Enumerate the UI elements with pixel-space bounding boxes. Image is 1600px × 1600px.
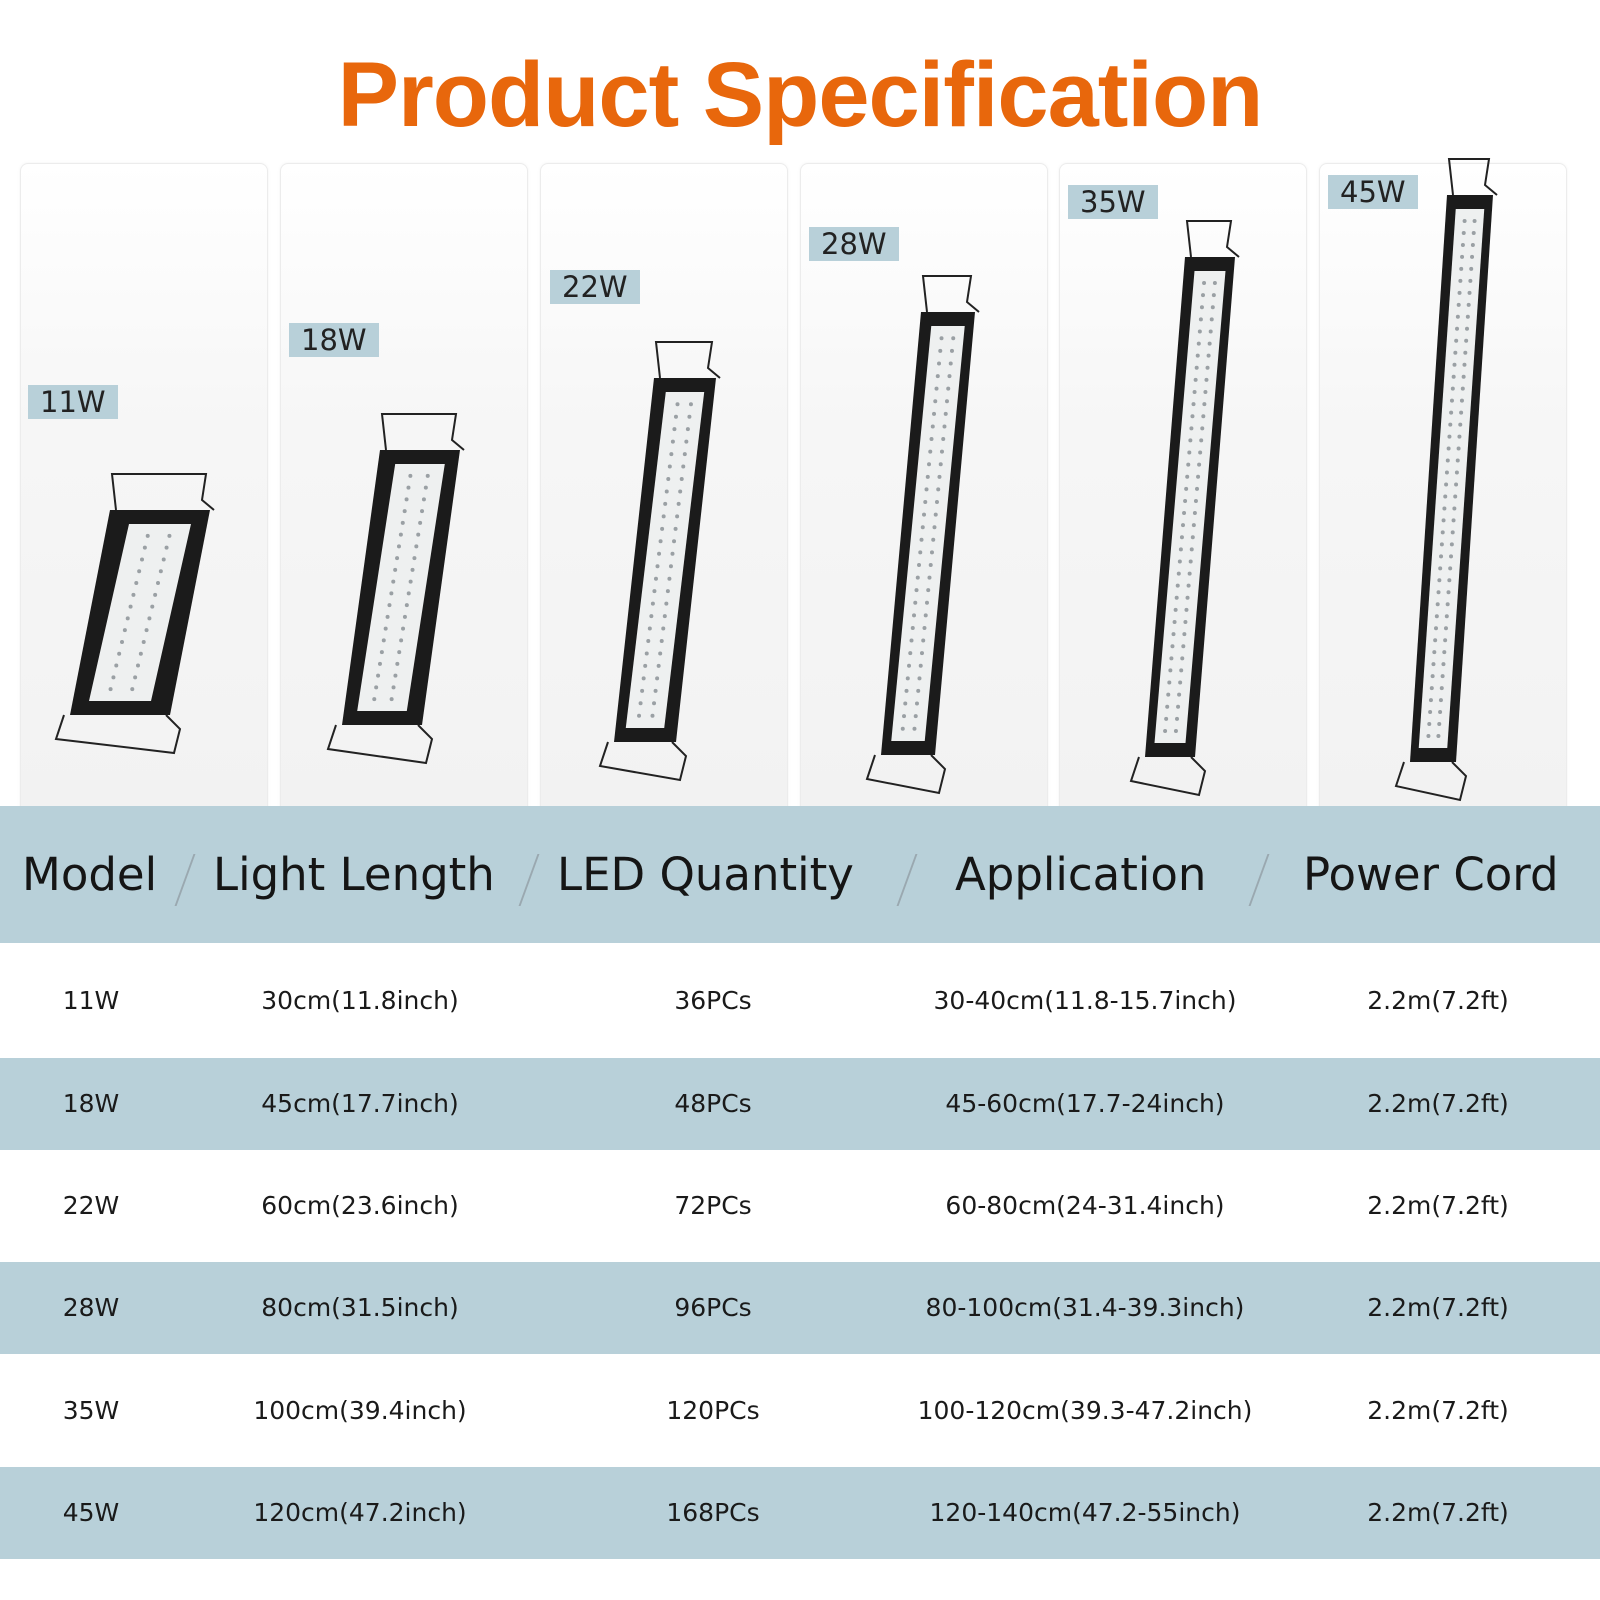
wattage-tag: 11W [28,385,118,419]
header-application: Application [955,848,1207,901]
cell-model: 11W [62,986,120,1015]
cell-model: 45W [62,1498,120,1527]
header-separator [896,854,918,906]
cell-application: 80-100cm(31.4-39.3inch) [925,1293,1245,1322]
led-fixture [598,341,721,782]
cell-light-length: 60cm(23.6inch) [261,1191,459,1220]
cell-model: 22W [62,1191,120,1220]
led-fixtures-illustration [54,158,1498,802]
cell-power-cord: 2.2m(7.2ft) [1367,986,1509,1015]
table-row: 22W 60cm(23.6inch) 72PCs 60-80cm(24-31.4inc… [0,1160,1600,1252]
led-fixture [1129,220,1240,797]
table-row: 11W 30cm(11.8inch) 36PCs 30-40cm(11.8-15.7i… [0,955,1600,1047]
led-fixture [54,473,215,755]
cell-power-cord: 2.2m(7.2ft) [1367,1293,1509,1322]
cell-application: 60-80cm(24-31.4inch) [945,1191,1225,1220]
cell-led-quantity: 36PCs [674,986,752,1015]
cell-led-quantity: 96PCs [674,1293,752,1322]
cell-model: 18W [62,1089,120,1118]
cell-application: 120-140cm(47.2-55inch) [929,1498,1241,1527]
cell-light-length: 30cm(11.8inch) [261,986,459,1015]
wattage-tag: 18W [289,323,379,357]
header-separator [1248,854,1270,906]
wattage-tag: 45W [1328,175,1418,209]
cell-light-length: 80cm(31.5inch) [261,1293,459,1322]
cell-light-length: 120cm(47.2inch) [253,1498,467,1527]
table-header: Model Light Length LED Quantity Applicat… [0,806,1600,943]
cell-light-length: 100cm(39.4inch) [253,1396,467,1425]
led-fixture [865,275,980,795]
cell-power-cord: 2.2m(7.2ft) [1367,1396,1509,1425]
wattage-tag: 22W [550,270,640,304]
table-row: 28W 80cm(31.5inch) 96PCs 80-100cm(31.4-39.3… [0,1262,1600,1354]
header-power-cord: Power Cord [1303,848,1559,901]
table-row: 18W 45cm(17.7inch) 48PCs 45-60cm(17.7-24inc… [0,1058,1600,1150]
header-separator [174,854,196,906]
header-led-quantity: LED Quantity [557,848,854,901]
table-row: 35W 100cm(39.4inch) 120PCs 100-120cm(39.3-4… [0,1365,1600,1457]
led-fixture [1394,158,1498,802]
cell-model: 35W [62,1396,120,1425]
cell-model: 28W [62,1293,120,1322]
table-row: 45W 120cm(47.2inch) 168PCs 120-140cm(47.2-5… [0,1467,1600,1559]
header-model: Model [22,848,158,901]
wattage-tag: 35W [1068,185,1158,219]
cell-led-quantity: 168PCs [666,1498,760,1527]
cell-application: 100-120cm(39.3-47.2inch) [917,1396,1253,1425]
cell-led-quantity: 120PCs [666,1396,760,1425]
header-light-length: Light Length [213,848,495,901]
cell-led-quantity: 72PCs [674,1191,752,1220]
led-fixture [326,413,465,765]
cell-application: 30-40cm(11.8-15.7inch) [933,986,1237,1015]
cell-power-cord: 2.2m(7.2ft) [1367,1191,1509,1220]
cell-application: 45-60cm(17.7-24inch) [945,1089,1225,1118]
cell-power-cord: 2.2m(7.2ft) [1367,1498,1509,1527]
header-separator [518,854,540,906]
page-title: Product Specification [337,44,1264,146]
cell-led-quantity: 48PCs [674,1089,752,1118]
cell-light-length: 45cm(17.7inch) [261,1089,459,1118]
wattage-tag: 28W [809,227,899,261]
cell-power-cord: 2.2m(7.2ft) [1367,1089,1509,1118]
product-gallery: 11W 18W 22W 28W 35W 45W [20,158,1567,823]
